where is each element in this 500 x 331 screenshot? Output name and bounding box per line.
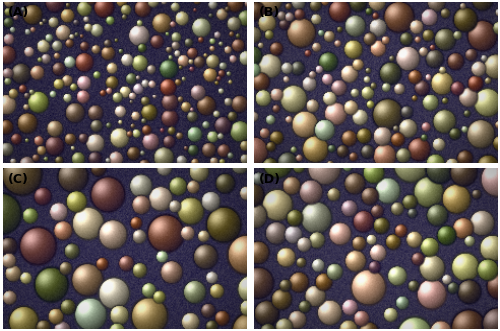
Text: (B): (B) bbox=[258, 7, 280, 20]
Text: (C): (C) bbox=[8, 173, 28, 186]
Text: (A): (A) bbox=[8, 7, 29, 20]
Text: (D): (D) bbox=[258, 173, 280, 186]
